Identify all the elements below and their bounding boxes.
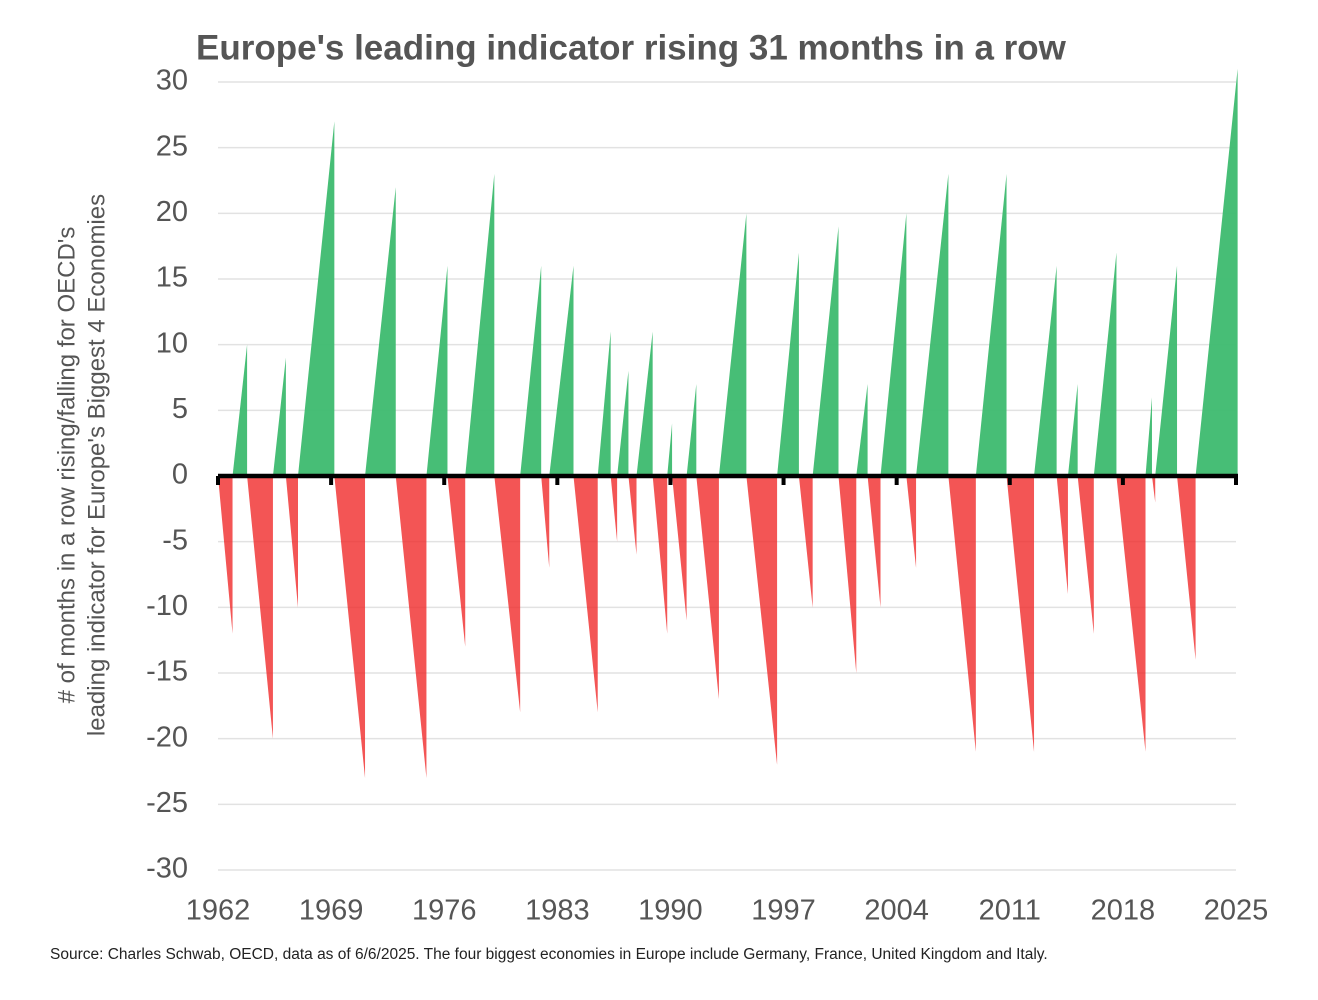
falling-run [696,476,719,700]
falling-run [746,476,778,765]
rising-run [297,121,335,477]
x-tick-label: 2011 [979,895,1041,927]
y-tick-label: -20 [146,721,188,753]
y-tick-label: 5 [172,393,188,425]
rising-run [597,331,611,476]
x-tick-label: 2018 [1091,895,1156,927]
y-tick-label: 25 [156,130,188,162]
y-axis-label: # of months in a row rising/falling for … [53,227,80,704]
rising-run [1093,252,1117,476]
x-tick-label: 2025 [1204,895,1269,927]
falling-run [906,476,917,568]
grid [218,81,1236,871]
falling-run [573,476,598,713]
falling-run [1077,476,1094,634]
x-tick-label: 1990 [638,895,703,927]
falling-run [285,476,298,608]
y-tick-label: -5 [162,524,188,556]
falling-run [1177,476,1196,660]
falling-run [247,476,273,739]
rising-run [272,357,286,476]
rising-run [1067,384,1078,476]
x-tick-label: 1997 [751,895,816,927]
falling-run [541,476,550,568]
falling-run [1116,476,1146,752]
rising-run [667,423,673,476]
y-tick-label: -30 [146,853,188,885]
y-tick-label: 10 [156,327,188,359]
x-tick-label: 1976 [412,895,477,927]
rising-run [916,173,949,476]
y-axis-label: leading indicator for Europe's Biggest 4… [83,194,110,736]
x-tick-label: 1969 [299,895,364,927]
rising-run [718,213,747,477]
falling-run [628,476,637,555]
rising-run [365,187,396,477]
chart-title: Europe's leading indicator rising 31 mon… [196,28,1067,67]
y-tick-label: -25 [146,787,188,819]
falling-run [610,476,618,542]
x-tick-label: 2004 [864,895,929,927]
marks [218,68,1238,779]
rising-run [880,213,907,477]
rising-run [1155,265,1178,476]
rising-run [856,384,868,476]
rising-run [1034,265,1057,476]
rising-run [1195,68,1238,476]
falling-run [1006,476,1035,752]
rising-run [232,344,248,476]
falling-run [447,476,466,647]
falling-run [494,476,521,713]
y-tick-label: 0 [172,459,188,491]
rising-run [812,226,839,476]
rising-run [549,265,574,476]
falling-run [652,476,668,634]
rising-run [520,265,542,476]
falling-run [334,476,366,779]
source-note: Source: Charles Schwab, OECD, data as of… [50,946,1048,963]
rising-run [617,370,629,476]
y-tick-label: 30 [156,65,188,97]
falling-run [798,476,813,608]
rising-run [636,331,653,476]
falling-run [672,476,687,621]
y-tick-label: 20 [156,196,188,228]
rising-run [465,173,495,476]
falling-run [218,476,233,634]
falling-run [867,476,881,608]
rising-run [777,252,799,476]
falling-run [838,476,857,673]
rising-run [686,384,697,476]
x-tick-label: 1962 [186,895,251,927]
rising-run [426,265,448,476]
rising-run [1145,397,1152,476]
falling-run [395,476,427,779]
y-tick-label: 15 [156,262,188,294]
falling-run [1151,476,1156,503]
falling-run [1056,476,1068,595]
y-tick-label: -15 [146,656,188,688]
x-tick-label: 1983 [525,895,590,927]
falling-run [948,476,976,752]
rising-run [975,173,1007,476]
y-tick-label: -10 [146,590,188,622]
